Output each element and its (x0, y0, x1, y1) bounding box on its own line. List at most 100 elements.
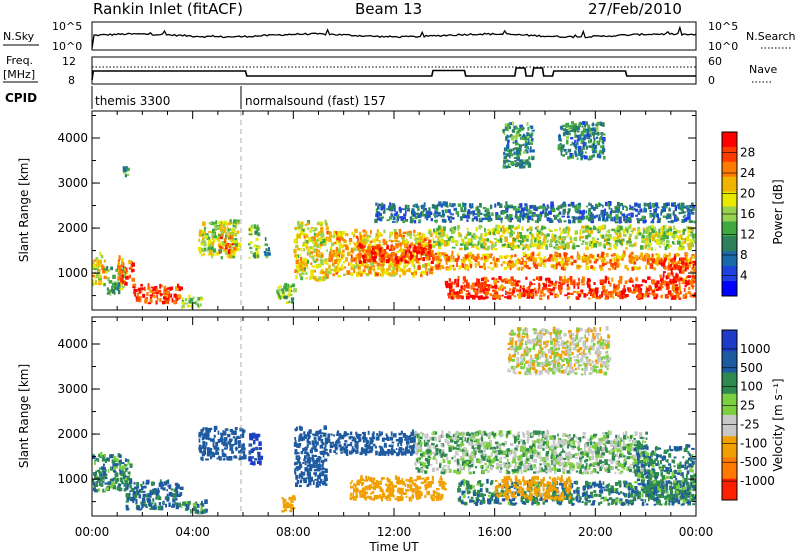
echo-cell (562, 154, 565, 157)
echo-cell (429, 234, 432, 237)
echo-cell (628, 258, 632, 261)
echo-cell (170, 494, 173, 497)
echo-cell (512, 237, 517, 242)
echo-cell (133, 493, 137, 498)
echo-cell (448, 210, 451, 213)
echo-cell (313, 275, 317, 280)
echo-cell (116, 281, 119, 285)
echo-cell (330, 256, 334, 262)
echo-cell (420, 251, 424, 256)
echo-cell (654, 287, 658, 292)
echo-cell (471, 245, 475, 248)
echo-cell (142, 497, 145, 501)
echo-cell (290, 297, 295, 300)
echo-cell (582, 230, 584, 234)
echo-cell (515, 165, 519, 168)
echo-cell (354, 259, 358, 265)
echo-cell (574, 143, 577, 149)
echo-cell (497, 294, 501, 299)
echo-cell (507, 139, 510, 143)
echo-cell (140, 283, 143, 287)
echo-cell (118, 264, 122, 268)
echo-cell (391, 203, 394, 208)
cpid-label: CPID (5, 91, 37, 105)
echo-cell (474, 263, 477, 268)
echo-cell (651, 292, 654, 295)
echo-cell (117, 453, 121, 458)
echo-cell (553, 216, 558, 220)
echo-cell (572, 154, 574, 158)
echo-cell (527, 257, 531, 260)
echo-cell (369, 265, 373, 271)
echo-cell (539, 259, 543, 263)
echo-cell (470, 238, 473, 244)
y-tick-label: 4000 (57, 131, 88, 145)
echo-cell (621, 213, 626, 217)
echo-cell (336, 234, 341, 239)
echo-cell (239, 434, 244, 437)
echo-cell (540, 231, 544, 236)
echo-cell (545, 279, 548, 283)
echo-cell (175, 286, 179, 291)
echo-cell (423, 202, 426, 207)
echo-cell (220, 230, 224, 235)
echo-cell (449, 290, 451, 295)
echo-cell (119, 473, 123, 476)
echo-cell (510, 260, 514, 265)
echo-cell (679, 259, 683, 264)
echo-cell (628, 238, 631, 241)
echo-cell (508, 122, 512, 125)
echo-cell (328, 264, 331, 269)
echo-cell (610, 208, 613, 212)
echo-cell (687, 275, 691, 278)
echo-cell (603, 243, 606, 246)
echo-cell (99, 467, 103, 470)
echo-cell (424, 242, 427, 247)
echo-cell (347, 251, 351, 257)
echo-cell (336, 237, 340, 241)
echo-cell (126, 464, 128, 467)
echo-cell (151, 289, 155, 293)
echo-cell (182, 304, 185, 308)
echo-cell (319, 434, 323, 438)
echo-cell (559, 237, 563, 240)
echo-cell (558, 134, 561, 138)
echo-cell (567, 286, 571, 290)
echo-cell (635, 288, 638, 292)
echo-cell (576, 157, 579, 160)
echo-cell (685, 275, 689, 279)
echo-cell (363, 233, 366, 238)
echo-cell (546, 239, 549, 243)
echo-cell (413, 259, 416, 262)
echo-cell (291, 299, 294, 303)
echo-cell (308, 472, 312, 477)
echo-cell (364, 241, 369, 244)
echo-cell (572, 245, 576, 250)
echo-cell (315, 259, 319, 261)
echo-cell (411, 213, 414, 217)
echo-cell (425, 210, 429, 216)
echo-cell (555, 243, 559, 246)
echo-cell (376, 252, 380, 257)
echo-cell (678, 276, 682, 279)
echo-cell (153, 490, 156, 495)
echo-cell (642, 293, 646, 298)
echo-cell (220, 236, 223, 240)
echo-cell (449, 288, 452, 292)
echo-cell (562, 124, 566, 128)
echo-cell (565, 130, 569, 135)
echo-cell (210, 427, 213, 431)
echo-cell (392, 204, 396, 209)
echo-cell (160, 293, 164, 296)
echo-cell (614, 217, 619, 221)
echo-cell (103, 259, 107, 263)
echo-cell (322, 453, 325, 458)
echo-cell (335, 247, 339, 251)
echo-cell (571, 262, 573, 266)
echo-cell (301, 221, 304, 225)
echo-cell (599, 203, 602, 206)
echo-cell (508, 262, 511, 268)
echo-cell (151, 291, 155, 295)
echo-cell (101, 265, 105, 270)
echo-cell (143, 495, 148, 498)
